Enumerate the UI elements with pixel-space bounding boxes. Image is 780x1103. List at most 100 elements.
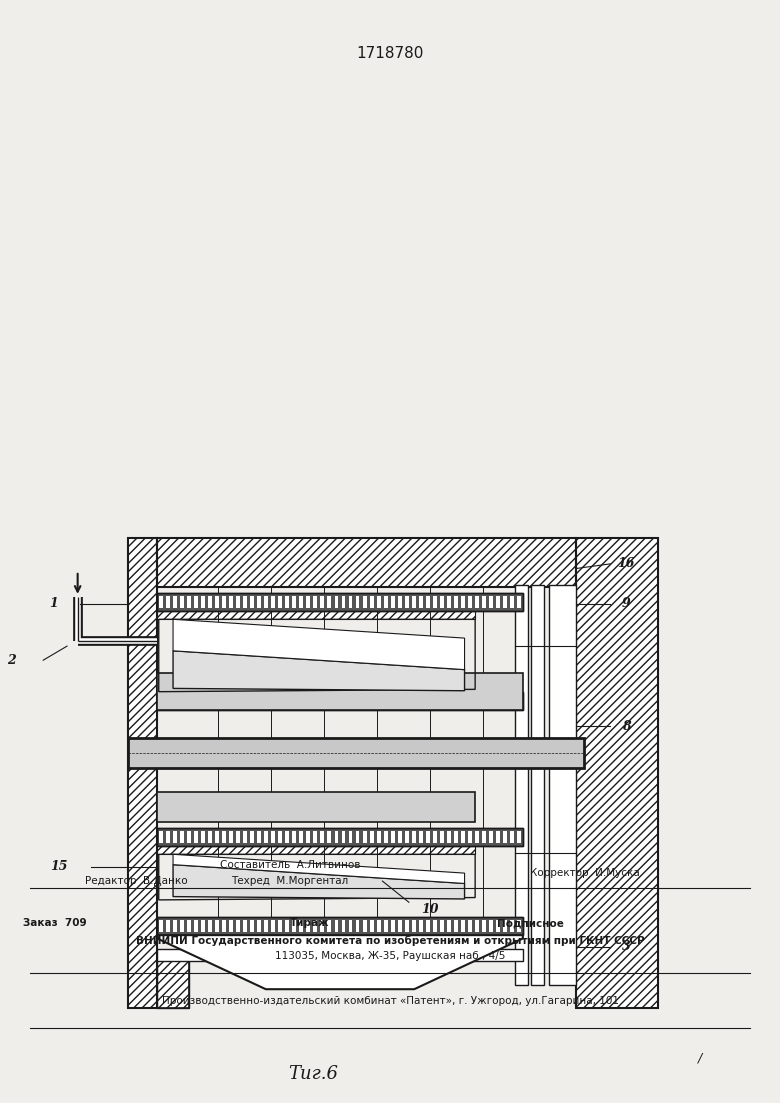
Bar xyxy=(370,596,374,608)
Text: 2: 2 xyxy=(7,654,16,666)
Bar xyxy=(165,695,169,706)
Text: ВНИИПИ Государственного комитета по изобретениям и открытиям при ГКНТ СССР: ВНИИПИ Государственного комитета по изоб… xyxy=(136,935,644,946)
Bar xyxy=(328,832,331,843)
Bar xyxy=(172,596,176,608)
Bar xyxy=(250,596,254,608)
Bar xyxy=(307,596,310,608)
Polygon shape xyxy=(173,651,465,690)
Bar xyxy=(157,792,475,823)
Bar xyxy=(292,695,296,706)
Bar xyxy=(482,695,486,706)
Bar xyxy=(370,832,374,843)
Bar xyxy=(419,596,423,608)
Bar xyxy=(243,832,247,843)
Bar xyxy=(187,832,190,843)
Bar xyxy=(250,695,254,706)
Text: Τиг.6: Τиг.6 xyxy=(289,1064,339,1083)
Text: /: / xyxy=(698,1051,702,1064)
Bar xyxy=(419,695,423,706)
Bar xyxy=(157,846,475,855)
Bar xyxy=(510,832,514,843)
Bar xyxy=(158,596,162,608)
Bar xyxy=(384,832,388,843)
Bar xyxy=(157,918,523,935)
Bar xyxy=(321,920,324,932)
Bar xyxy=(157,593,523,611)
Bar xyxy=(187,596,190,608)
Bar xyxy=(440,832,444,843)
Bar xyxy=(391,920,395,932)
Bar xyxy=(157,828,523,846)
Bar xyxy=(222,596,226,608)
Bar xyxy=(510,596,514,608)
Bar xyxy=(489,695,493,706)
Bar xyxy=(307,832,310,843)
Bar xyxy=(158,695,162,706)
Polygon shape xyxy=(173,865,465,899)
Bar xyxy=(250,920,254,932)
Bar xyxy=(314,920,317,932)
Text: Производственно-издательский комбинат «Патент», г. Ужгород, ул.Гагарина, 101: Производственно-издательский комбинат «П… xyxy=(161,996,619,1006)
Bar xyxy=(229,596,233,608)
Bar xyxy=(496,832,500,843)
Bar xyxy=(363,596,367,608)
Bar xyxy=(271,596,275,608)
Bar xyxy=(157,593,523,611)
Polygon shape xyxy=(173,855,465,884)
Bar xyxy=(215,596,219,608)
Bar xyxy=(412,695,416,706)
Bar xyxy=(243,596,247,608)
Bar xyxy=(391,596,395,608)
Bar xyxy=(292,832,296,843)
Bar xyxy=(257,920,261,932)
Bar xyxy=(285,920,289,932)
Bar xyxy=(201,832,205,843)
Bar xyxy=(208,920,212,932)
Bar xyxy=(363,832,367,843)
Bar xyxy=(447,596,451,608)
Bar xyxy=(398,832,402,843)
Bar xyxy=(208,596,212,608)
Bar xyxy=(405,596,409,608)
Bar xyxy=(180,695,183,706)
Bar xyxy=(349,832,353,843)
Bar xyxy=(342,832,346,843)
Bar xyxy=(356,695,360,706)
Bar xyxy=(517,695,521,706)
Bar xyxy=(503,596,507,608)
Bar xyxy=(384,695,388,706)
Bar xyxy=(363,920,367,932)
Bar xyxy=(503,695,507,706)
Bar xyxy=(426,832,430,843)
Bar xyxy=(229,832,233,843)
Bar xyxy=(187,695,190,706)
Bar xyxy=(433,920,437,932)
Bar xyxy=(208,695,212,706)
Bar xyxy=(412,920,416,932)
Bar xyxy=(468,695,472,706)
Bar xyxy=(419,920,423,932)
Bar xyxy=(314,832,317,843)
Bar xyxy=(447,695,451,706)
Bar xyxy=(264,695,268,706)
Bar xyxy=(531,585,544,985)
Bar xyxy=(398,695,402,706)
Bar xyxy=(370,920,374,932)
Bar xyxy=(510,695,514,706)
Bar xyxy=(157,828,523,846)
Bar xyxy=(157,538,576,588)
Bar xyxy=(576,538,658,1008)
Bar xyxy=(468,920,472,932)
Bar xyxy=(496,596,500,608)
Bar xyxy=(356,920,360,932)
Bar xyxy=(194,920,197,932)
Bar xyxy=(328,695,331,706)
Bar xyxy=(215,832,219,843)
Bar xyxy=(222,695,226,706)
Bar xyxy=(419,832,423,843)
Bar xyxy=(405,695,409,706)
Bar xyxy=(576,538,658,1008)
Bar xyxy=(172,920,176,932)
Bar xyxy=(285,695,289,706)
Bar xyxy=(440,920,444,932)
